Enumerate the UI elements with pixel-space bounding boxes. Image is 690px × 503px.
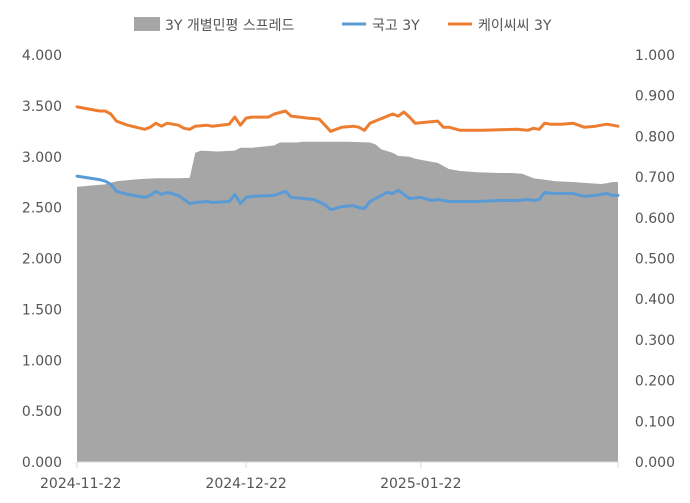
x-tick-label: 2024-12-22 — [205, 476, 286, 492]
right-tick-label: 0.600 — [635, 211, 675, 227]
left-axis-ticks: 0.000 0.500 1.000 1.500 2.000 2.500 3.000 3.500… — [22, 48, 62, 471]
right-tick-label: 0.300 — [635, 333, 675, 349]
right-tick-label: 0.200 — [635, 374, 675, 390]
legend: 3Y 개별민평 스프레드 국고 3Y 케이씨씨 3Y — [134, 17, 552, 34]
right-tick-label: 0.900 — [635, 89, 675, 105]
x-tick-label: 2025-01-22 — [380, 476, 461, 492]
legend-label-ktb: 국고 3Y — [372, 18, 420, 34]
right-tick-label: 0.800 — [635, 129, 675, 145]
left-tick-label: 3.500 — [22, 99, 62, 115]
series-line-kcc-3y — [75, 105, 620, 133]
left-tick-label: 0.500 — [22, 404, 62, 420]
right-tick-label: 0.700 — [635, 170, 675, 186]
left-tick-label: 4.000 — [22, 48, 62, 64]
right-tick-label: 1.000 — [635, 48, 675, 64]
left-tick-label: 1.000 — [22, 353, 62, 369]
x-axis-ticks: 2024-11-22 2024-12-22 2025-01-22 — [40, 462, 619, 492]
right-axis-ticks: 0.000 0.100 0.200 0.300 0.400 0.500 0.600 0.700… — [635, 48, 675, 471]
right-tick-label: 0.500 — [635, 252, 675, 268]
left-tick-label: 0.000 — [22, 455, 62, 471]
spread-area-layer — [77, 141, 618, 462]
rate-lines-layer — [75, 105, 620, 212]
legend-label-kcc: 케이씨씨 3Y — [478, 18, 552, 34]
right-tick-label: 0.000 — [635, 455, 675, 471]
right-tick-label: 0.100 — [635, 414, 675, 430]
left-tick-label: 2.000 — [22, 252, 62, 268]
series-line-ktb-3y — [75, 174, 620, 212]
right-tick-label: 0.400 — [635, 292, 675, 308]
series-area-spread — [77, 141, 618, 462]
left-tick-label: 1.500 — [22, 302, 62, 318]
legend-swatch-spread — [134, 17, 160, 31]
legend-label-spread: 3Y 개별민평 스프레드 — [165, 18, 295, 34]
left-tick-label: 3.000 — [22, 150, 62, 166]
x-tick-label: 2024-11-22 — [40, 476, 121, 492]
left-tick-label: 2.500 — [22, 201, 62, 217]
